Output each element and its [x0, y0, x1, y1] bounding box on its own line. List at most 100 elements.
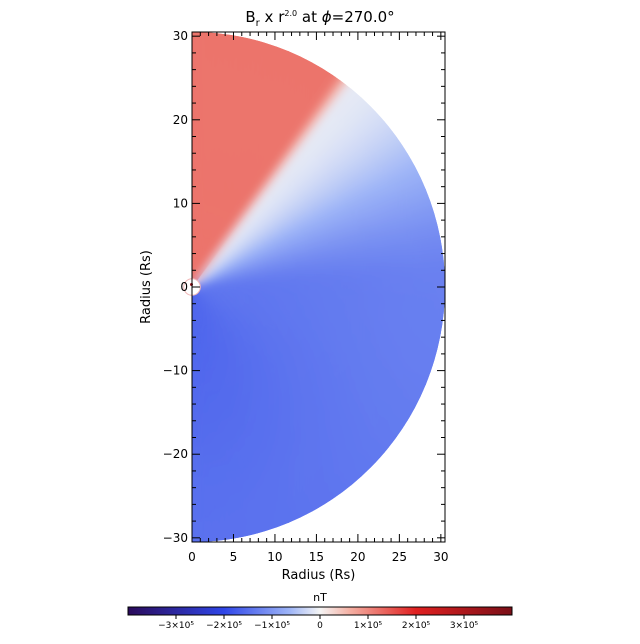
field-cell	[451, 273, 462, 280]
field-cell-blur	[430, 293, 441, 300]
field-cell	[413, 418, 425, 429]
field-cell-blur	[206, 547, 214, 558]
field-cell-blur	[192, 423, 196, 433]
field-cell-blur	[316, 287, 326, 291]
field-cell-blur	[296, 287, 306, 290]
field-cell-blur	[442, 348, 454, 357]
field-cell-blur	[410, 287, 420, 293]
field-cell-blur	[450, 266, 461, 274]
field-cell-blur	[447, 328, 458, 337]
field-cell-blur	[402, 435, 414, 447]
field-cell	[370, 472, 382, 484]
field-cell-blur	[423, 399, 435, 410]
field-cell-blur	[409, 298, 420, 305]
field-cell	[192, 15, 199, 26]
field-cell-blur	[254, 287, 264, 289]
field-cell-blur	[296, 284, 306, 287]
field-cell	[389, 451, 401, 463]
field-cell	[420, 406, 432, 417]
field-cell-blur	[204, 516, 211, 527]
field-cell-blur	[420, 287, 430, 293]
field-cell-blur	[291, 526, 301, 538]
field-cell-blur	[209, 505, 216, 516]
field-cell	[344, 494, 356, 507]
field-cell-blur	[306, 287, 316, 290]
field-cell-blur	[389, 292, 400, 298]
field-cell-blur	[199, 537, 206, 548]
field-cell-blur	[327, 283, 337, 287]
field-cell-blur	[275, 287, 285, 289]
field-cell	[375, 467, 387, 479]
field-cell-blur	[378, 292, 389, 297]
field-cell	[272, 533, 282, 545]
field-cell-blur	[197, 496, 203, 507]
field-cell-blur	[239, 543, 248, 555]
field-cell-blur	[275, 285, 285, 287]
field-cell-blur	[357, 296, 368, 301]
field-cell	[212, 16, 220, 27]
field-cell-blur	[192, 444, 196, 455]
field-cell-blur	[409, 304, 420, 311]
field-blur	[192, 15, 462, 558]
field-cell-blur	[316, 280, 326, 284]
field-cell	[436, 368, 448, 378]
field-cell-blur	[375, 467, 387, 479]
field-cell	[441, 210, 453, 220]
field-cell	[246, 541, 255, 553]
field-cell-blur	[347, 287, 357, 291]
field-cell-blur	[201, 464, 206, 475]
field-cell	[291, 36, 301, 48]
field-cell-blur	[200, 433, 205, 444]
field-cell	[447, 328, 458, 337]
field-cell	[444, 341, 456, 350]
field-cell-blur	[368, 292, 379, 297]
field-cell-blur	[347, 291, 358, 296]
field-cell-blur	[370, 472, 382, 484]
field-cell-blur	[244, 285, 254, 287]
field-cell	[451, 294, 462, 301]
field-cell-blur	[389, 287, 399, 292]
field-cell-blur	[327, 291, 338, 295]
field-cell	[233, 19, 242, 30]
field-cell-blur	[451, 273, 462, 280]
field-cell	[402, 127, 414, 139]
field-cell-blur	[420, 281, 430, 287]
field-cell-blur	[272, 533, 282, 545]
field-cell-blur	[192, 517, 198, 528]
field-cell	[199, 15, 206, 26]
field-cell	[360, 481, 372, 493]
field-cell-blur	[378, 297, 389, 303]
field-cell-blur	[192, 412, 196, 422]
field-cell-blur	[246, 541, 255, 553]
field-cell-blur	[360, 481, 372, 493]
field-cell	[285, 33, 295, 45]
field-cell-blur	[426, 393, 438, 404]
field-cell	[380, 100, 392, 112]
field-cell	[448, 244, 459, 252]
field-cell-blur	[441, 210, 453, 220]
field-cell-blur	[389, 451, 401, 463]
field-cell-blur	[365, 477, 377, 489]
field-cell	[402, 435, 414, 447]
field-cell-blur	[202, 485, 208, 496]
field-cell-blur	[347, 278, 358, 283]
field-cell-blur	[448, 244, 459, 252]
field-cell-blur	[388, 265, 399, 271]
field-cell-blur	[192, 475, 197, 486]
field-cell-blur	[409, 269, 420, 276]
field-cell-blur	[316, 283, 326, 287]
field-cell	[333, 59, 345, 72]
field-cell	[297, 523, 308, 535]
field-cell-blur	[451, 280, 461, 287]
field-cell-blur	[441, 355, 453, 365]
field-cell-blur	[446, 335, 458, 344]
field-cell	[442, 217, 454, 226]
field-cell-blur	[316, 513, 327, 526]
field-cell-blur	[347, 274, 358, 279]
field-cell-blur	[212, 547, 220, 558]
field-cell	[385, 457, 397, 469]
field-cell-blur	[337, 287, 347, 291]
field-cell-blur	[419, 268, 430, 275]
field-cell	[451, 287, 461, 294]
field-cell	[333, 502, 345, 515]
